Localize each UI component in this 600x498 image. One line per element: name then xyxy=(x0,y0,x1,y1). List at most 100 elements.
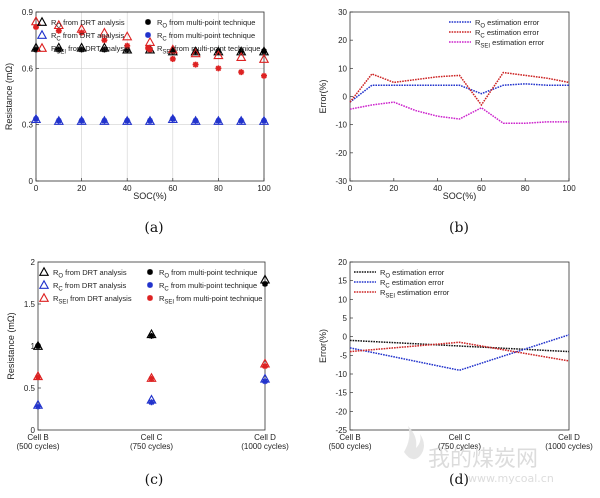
y-tick-label: 5 xyxy=(343,314,348,323)
legend-marker xyxy=(36,42,48,52)
watermark-url: www.mycoal.cn xyxy=(468,472,554,485)
chart-a: 0 0.3 0.6 0.9 0 20 40 60 80 100 SOC(%) Resistance (… xyxy=(4,8,271,236)
x-tick-label: Cell C xyxy=(141,433,163,442)
legend-label: RSEI from DRT analysis xyxy=(51,44,130,56)
panel-caption: (d) xyxy=(449,472,469,488)
series-line xyxy=(349,341,570,362)
x-tick-label: 0 xyxy=(34,184,39,193)
legend-label: RO from DRT analysis xyxy=(51,18,125,30)
y-tick-label: 2 xyxy=(31,258,36,267)
y-tick-label: -25 xyxy=(335,426,347,435)
legend-marker-core xyxy=(146,33,150,37)
data-point xyxy=(258,53,270,63)
x-tick-label: 0 xyxy=(348,184,353,193)
x-tick-label: Cell D xyxy=(254,433,276,442)
legend-label: RC from DRT analysis xyxy=(53,281,127,293)
legend-label: RC estimation error xyxy=(475,28,539,40)
data-point-core xyxy=(263,282,267,286)
legend-label: RSEI estimation error xyxy=(380,288,450,300)
data-point-core xyxy=(149,400,154,404)
x-tick-label: 60 xyxy=(477,184,486,193)
y-tick-label: 15 xyxy=(338,277,347,286)
data-point xyxy=(144,36,156,46)
data-point-core xyxy=(216,119,220,123)
data-point-core xyxy=(171,117,175,121)
data-point xyxy=(122,31,133,41)
y-tick-label: -10 xyxy=(335,121,347,130)
data-point-core xyxy=(57,29,61,33)
x-tick-label: 20 xyxy=(77,184,86,193)
y-tick-label: 10 xyxy=(338,64,347,73)
data-point-core xyxy=(194,62,198,67)
data-point-core xyxy=(102,38,106,42)
x-tick-label: Cell D xyxy=(558,433,580,442)
legend-label: RO estimation error xyxy=(380,268,445,280)
y-tick-label: 0.5 xyxy=(24,384,36,393)
data-point xyxy=(99,27,110,37)
legend-label: RO from DRT analysis xyxy=(53,268,127,280)
y-tick-label: -30 xyxy=(335,177,347,186)
legend-marker-core xyxy=(148,270,152,274)
data-point-core xyxy=(263,379,267,383)
y-tick-label: -10 xyxy=(335,370,347,379)
panel-caption: (c) xyxy=(145,472,164,488)
y-tick-label: -20 xyxy=(335,149,347,158)
data-point-core xyxy=(36,344,40,348)
legend-label: RO estimation error xyxy=(475,18,540,30)
data-point xyxy=(167,44,178,54)
x-tick-label: 80 xyxy=(214,184,223,193)
y-tick-label: 0 xyxy=(343,93,348,102)
data-point-core xyxy=(263,364,267,368)
legend-marker xyxy=(38,279,50,289)
x-axis-label: SOC(%) xyxy=(133,191,167,201)
data-point-core xyxy=(80,119,84,123)
series-line xyxy=(349,83,569,103)
y-tick-label: 20 xyxy=(338,36,347,45)
data-point-core xyxy=(57,47,61,52)
data-point-core xyxy=(239,119,243,123)
x-tick-label: 40 xyxy=(433,184,442,193)
y-tick-label: 0.3 xyxy=(22,121,34,130)
data-point-core xyxy=(171,57,175,61)
y-tick-label: 0 xyxy=(343,333,348,342)
data-point-core xyxy=(262,49,266,54)
data-point-core xyxy=(125,119,129,123)
x-tick-label: (1000 cycles) xyxy=(545,442,593,451)
y-tick-label: -15 xyxy=(335,389,347,398)
chart-b: -30 -20 -10 0 10 20 30 0 20 40 60 80 100 SOC(%) Error(… xyxy=(318,8,576,236)
y-tick-label: 10 xyxy=(338,295,347,304)
y-axis-label: Error(%) xyxy=(318,329,328,363)
data-point-core xyxy=(36,404,40,409)
legend-marker xyxy=(38,266,50,276)
data-point-core xyxy=(57,119,61,123)
legend-marker-core xyxy=(146,46,150,50)
x-tick-label: (500 cycles) xyxy=(16,442,59,451)
legend-marker-core xyxy=(146,20,150,24)
y-axis-label: Error(%) xyxy=(318,80,328,114)
legend-marker xyxy=(38,292,50,302)
data-point xyxy=(236,51,247,61)
data-point-core xyxy=(262,119,266,123)
x-tick-label: 80 xyxy=(521,184,530,193)
x-tick-label: 20 xyxy=(389,184,398,193)
legend-marker-core xyxy=(148,283,152,287)
x-tick-label: 100 xyxy=(257,184,271,193)
series-line xyxy=(349,339,570,353)
legend-label: RSEI from multi-point technique xyxy=(157,44,260,56)
series-line xyxy=(349,334,570,372)
y-tick-label: 20 xyxy=(338,258,347,267)
x-tick-label: (1000 cycles) xyxy=(241,442,289,451)
x-tick-label: (500 cycles) xyxy=(328,442,371,451)
y-tick-label: 0 xyxy=(31,426,36,435)
legend-label: RC estimation error xyxy=(380,278,444,290)
plot-area-a xyxy=(35,11,265,182)
data-point-core xyxy=(80,31,84,35)
data-point-core xyxy=(34,117,38,121)
x-tick-label: 40 xyxy=(123,184,132,193)
panel-caption: (b) xyxy=(449,220,469,236)
x-tick-label: Cell B xyxy=(27,433,48,442)
y-tick-label: 0.6 xyxy=(22,64,34,73)
data-point-core xyxy=(149,334,154,338)
x-tick-label: (750 cycles) xyxy=(130,442,173,451)
